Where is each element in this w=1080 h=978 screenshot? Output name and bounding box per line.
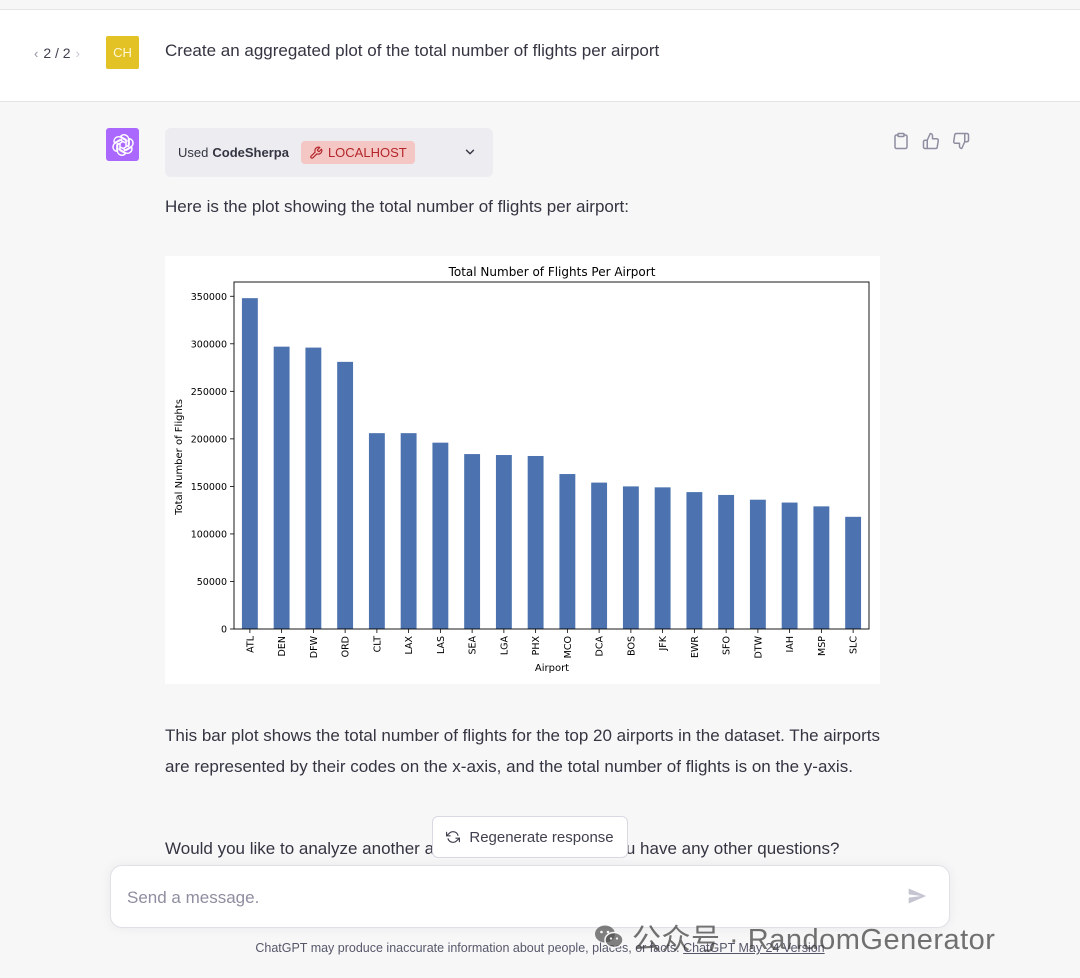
thumbs-down-icon[interactable] <box>952 132 970 150</box>
thumbs-up-icon[interactable] <box>922 132 940 150</box>
chart-bar <box>622 486 639 629</box>
user-message-row: ‹ 2 / 2 › CH Create an aggregated plot o… <box>0 10 1080 102</box>
chart-y-tick-label: 100000 <box>191 529 227 540</box>
message-actions <box>892 132 970 150</box>
chart-bar <box>559 474 576 629</box>
chart-x-tick-label: DEN <box>277 636 288 656</box>
user-message-text: Create an aggregated plot of the total n… <box>165 41 660 60</box>
chart-x-tick-label: BOS <box>626 636 637 656</box>
chart-bar <box>813 506 830 629</box>
chart-title: Total Number of Flights Per Airport <box>448 265 656 279</box>
chart-x-tick-label: ORD <box>341 636 352 657</box>
chart-x-tick-label: LAX <box>404 636 415 655</box>
chart-y-tick-label: 300000 <box>191 339 227 350</box>
regenerate-label: Regenerate response <box>469 828 614 846</box>
message-input[interactable] <box>127 884 887 912</box>
response-pager: ‹ 2 / 2 › <box>34 45 80 61</box>
chart-bar <box>654 487 671 629</box>
assistant-avatar <box>106 128 139 161</box>
chart-bar <box>241 298 258 629</box>
watermark: 公众号 · RandomGenerator <box>594 916 995 958</box>
regenerate-response-button[interactable]: Regenerate response <box>432 816 628 858</box>
chart-x-tick-label: DCA <box>595 636 606 657</box>
openai-logo-icon <box>111 133 134 156</box>
chart-x-tick-label: ATL <box>245 635 256 653</box>
chart-x-tick-label: SFO <box>722 636 733 655</box>
chart-bar <box>305 347 322 629</box>
plugin-used-dropdown[interactable]: Used CodeSherpa LOCALHOST <box>165 128 493 177</box>
chart-y-tick-label: 250000 <box>191 387 227 398</box>
chart-x-axis-label: Airport <box>535 663 569 674</box>
send-icon[interactable] <box>907 886 929 908</box>
wechat-icon <box>595 925 624 949</box>
assistant-explanation-text: This bar plot shows the total number of … <box>165 726 881 776</box>
chart-x-tick-label: JFK <box>658 635 669 651</box>
pager-label: 2 / 2 <box>43 45 71 61</box>
next-response-button[interactable]: › <box>75 45 80 61</box>
chart-plot-frame <box>233 281 870 630</box>
chart-x-tick-label: MCO <box>563 636 574 658</box>
chart-x-tick-label: PHX <box>531 636 542 656</box>
chart-x-tick-label: MSP <box>817 636 828 656</box>
chart-y-tick-label: 0 <box>221 625 227 636</box>
chart-x-tick-label: EWR <box>690 636 701 658</box>
chart-bar <box>273 346 290 629</box>
watermark-text: 公众号 · RandomGenerator <box>632 924 996 956</box>
previous-response-button[interactable]: ‹ <box>34 45 39 61</box>
chart-bar <box>432 442 449 629</box>
chart-y-axis-label: Total Number of Flights <box>174 399 185 516</box>
chart-bar <box>495 455 512 629</box>
chart-x-tick-label: SLC <box>849 636 860 654</box>
wrench-icon <box>310 146 323 159</box>
version-link[interactable]: ChatGPT May 24 Version <box>683 941 825 955</box>
plugin-used-label: Used <box>178 145 209 160</box>
message-composer <box>110 865 950 928</box>
chart-y-tick-label: 50000 <box>197 577 227 588</box>
chart-x-tick-label: DFW <box>309 635 320 658</box>
chart-x-tick-label: CLT <box>372 636 383 653</box>
plugin-status-badge: LOCALHOST <box>300 141 415 164</box>
chart-y-tick-label: 150000 <box>191 482 227 493</box>
chart-bar <box>464 454 481 629</box>
chart-y-tick-label: 350000 <box>191 292 227 303</box>
assistant-intro-text: Here is the plot showing the total numbe… <box>165 197 629 216</box>
chart-bar <box>400 433 417 629</box>
chart-bar <box>781 502 798 629</box>
chart-bar <box>527 455 544 629</box>
chart-svg: Total Number of Flights Per Airport Tota… <box>174 265 870 674</box>
chart-bar <box>591 482 608 629</box>
chart-bar <box>686 492 703 629</box>
chart-bar <box>845 516 862 629</box>
chart-x-tick-label: SEA <box>468 636 479 655</box>
chart-x-tick-label: DTW <box>753 635 764 658</box>
footer-disclaimer: ChatGPT may produce inaccurate informati… <box>0 941 1080 955</box>
chart-x-tick-label: LGA <box>499 636 510 656</box>
chart-bar <box>749 499 766 629</box>
chart-y-tick-label: 200000 <box>191 434 227 445</box>
flights-bar-chart: Total Number of Flights Per Airport Tota… <box>165 256 880 684</box>
copy-icon[interactable] <box>892 132 910 150</box>
plugin-badge-label: LOCALHOST <box>327 145 407 160</box>
chart-x-tick-label: IAH <box>785 636 796 652</box>
chevron-down-icon[interactable] <box>463 145 477 162</box>
footer-text: ChatGPT may produce inaccurate informati… <box>255 941 684 955</box>
refresh-icon <box>446 831 461 843</box>
plugin-name: CodeSherpa <box>212 145 289 160</box>
chart-bar <box>337 361 354 629</box>
top-strip <box>0 0 1080 10</box>
user-avatar: CH <box>106 36 139 69</box>
chart-x-tick-label: LAS <box>436 636 447 654</box>
chart-bar <box>718 494 735 629</box>
chart-bar <box>368 433 385 629</box>
